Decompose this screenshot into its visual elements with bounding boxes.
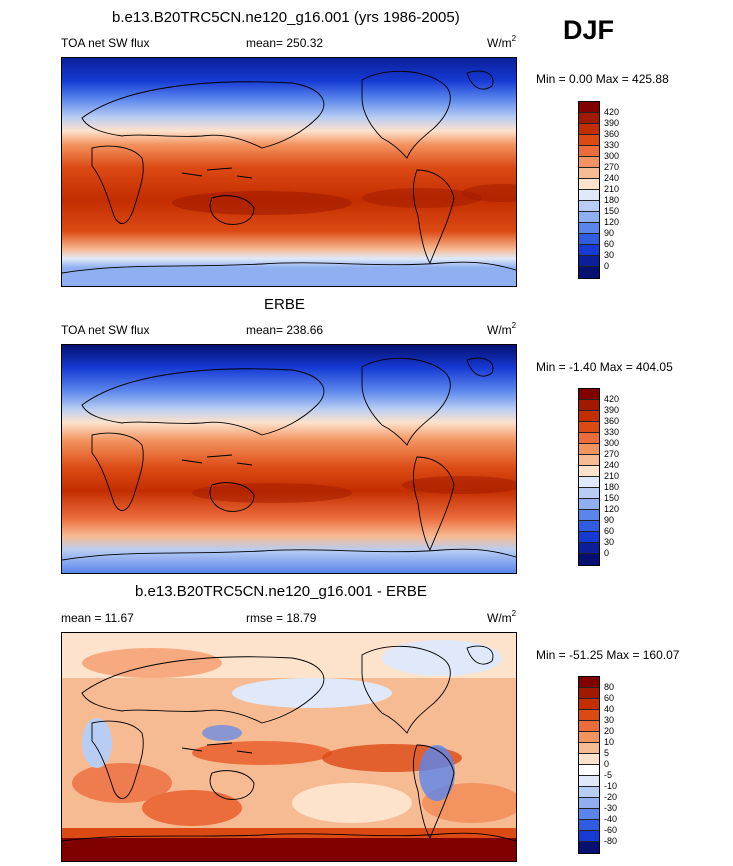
colorbar-tick-label: 210: [604, 471, 620, 481]
panel-1-colorbar: [578, 101, 600, 279]
colorbar-tick-label: 0: [604, 261, 610, 271]
colorbar-tick-label: 240: [604, 460, 620, 470]
panel-3-mean-label: mean = 11.67: [61, 611, 134, 625]
colorbar-tick-label: 60: [604, 693, 615, 703]
colorbar-tick-label: -20: [604, 792, 618, 802]
panel-3-title: b.e13.B20TRC5CN.ne120_g16.001 - ERBE: [135, 583, 427, 600]
colorbar-tick-label: 80: [604, 682, 615, 692]
colorbar-tick-label: -5: [604, 770, 613, 780]
colorbar-tick-label: 30: [604, 537, 615, 547]
panel-2-units: W/m2: [487, 321, 517, 337]
colorbar-tick-label: 120: [604, 504, 620, 514]
colorbar-tick-label: 420: [604, 394, 620, 404]
colorbar-tick-label: 90: [604, 228, 615, 238]
panel-2-mean-label: mean= 238.66: [246, 323, 324, 337]
colorbar-tick-label: 300: [604, 151, 620, 161]
colorbar-tick-label: 60: [604, 526, 615, 536]
season-label: DJF: [563, 15, 615, 45]
colorbar-tick-label: 210: [604, 184, 620, 194]
colorbar-tick-label: 20: [604, 726, 615, 736]
colorbar-tick-label: 30: [604, 250, 615, 260]
panel-1-map: [61, 57, 517, 287]
colorbar-tick-label: -80: [604, 836, 618, 846]
colorbar-tick-label: 0: [604, 759, 610, 769]
colorbar-tick-label: 270: [604, 162, 620, 172]
colorbar-tick-label: 420: [604, 107, 620, 117]
colorbar-tick-label: 180: [604, 195, 620, 205]
colorbar-tick-label: 10: [604, 737, 615, 747]
colorbar-tick-label: -10: [604, 781, 618, 791]
colorbar-tick-label: 5: [604, 748, 610, 758]
panel-3-colorbar: [578, 676, 600, 854]
colorbar-tick-label: 40: [604, 704, 615, 714]
panel-2-minmax: Min = -1.40 Max = 404.05: [536, 360, 673, 374]
colorbar-tick-label: -60: [604, 825, 618, 835]
panel-2-title: ERBE: [264, 296, 305, 313]
panel-3-rmse-label: rmse = 18.79: [246, 611, 317, 625]
panel-2-map: [61, 344, 517, 574]
colorbar-tick-label: 270: [604, 449, 620, 459]
colorbar-tick-label: 150: [604, 206, 620, 216]
colorbar-tick-label: 240: [604, 173, 620, 183]
panel-2-colorbar: [578, 388, 600, 566]
colorbar-tick-label: 0: [604, 548, 610, 558]
colorbar-tick-label: 330: [604, 140, 620, 150]
panel-3-units: W/m2: [487, 609, 517, 625]
colorbar-tick-label: 30: [604, 715, 615, 725]
panel-3-minmax: Min = -51.25 Max = 160.07: [536, 648, 680, 662]
colorbar-tick-label: 60: [604, 239, 615, 249]
colorbar-tick-label: 120: [604, 217, 620, 227]
panel-1-title: b.e13.B20TRC5CN.ne120_g16.001 (yrs 1986-…: [112, 9, 460, 26]
colorbar-tick-label: 330: [604, 427, 620, 437]
colorbar-tick-label: 180: [604, 482, 620, 492]
panel-3-map: [61, 632, 517, 862]
colorbar-tick-label: 390: [604, 405, 620, 415]
colorbar-tick-label: 360: [604, 416, 620, 426]
colorbar-tick-label: 150: [604, 493, 620, 503]
colorbar-tick-label: 90: [604, 515, 615, 525]
panel-2-variable-label: TOA net SW flux: [61, 323, 150, 337]
colorbar-tick-label: -30: [604, 803, 618, 813]
colorbar-tick-label: 390: [604, 118, 620, 128]
colorbar-tick-label: -40: [604, 814, 618, 824]
colorbar-tick-label: 300: [604, 438, 620, 448]
panel-1-variable-label: TOA net SW flux: [61, 36, 150, 50]
panel-1-units: W/m2: [487, 34, 517, 50]
panel-1-minmax: Min = 0.00 Max = 425.88: [536, 72, 669, 86]
colorbar-tick-label: 360: [604, 129, 620, 139]
panel-1-mean-label: mean= 250.32: [246, 36, 324, 50]
